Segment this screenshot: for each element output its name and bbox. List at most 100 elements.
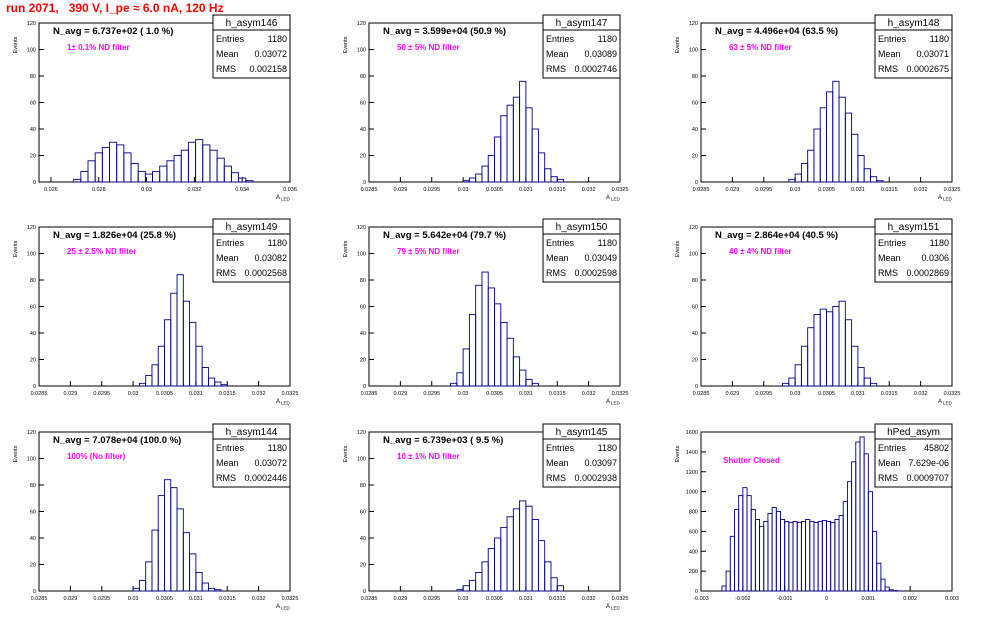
histogram-bin	[767, 513, 773, 592]
histogram-bin	[468, 579, 477, 592]
histogram-bin	[729, 535, 735, 592]
histogram-bin	[876, 562, 882, 592]
stats-value: 0.03082	[254, 253, 287, 263]
histogram-bin	[462, 180, 470, 183]
histogram-bin	[214, 589, 222, 592]
histogram-bin	[145, 561, 153, 592]
navg-label: N_avg = 4.496e+04 (63.5 %)	[715, 26, 838, 37]
stats-value: 7.629e-06	[908, 458, 949, 468]
x-tick-label: 0.03	[128, 596, 139, 602]
x-tick-label: 0.032	[582, 391, 596, 397]
stats-value: 0.03071	[916, 49, 949, 59]
histogram-pad: 0 20 40 60 80 100 120 0.026 0.028 0.03 0.032 0.034 0…	[13, 14, 297, 202]
stats-key: Mean	[546, 49, 569, 59]
histogram-bin	[867, 491, 873, 592]
y-tick-label: 200	[689, 569, 698, 575]
stats-value: 0.0002675	[906, 64, 949, 74]
x-tick-label: -0.002	[735, 596, 751, 602]
histogram-bin	[851, 461, 857, 592]
x-tick-label: 0.029	[393, 187, 407, 193]
histogram-bin	[813, 314, 821, 387]
y-tick-label: 60	[360, 305, 366, 311]
x-tick-label: 0.0325	[612, 596, 629, 602]
histogram-bin	[123, 152, 132, 183]
y-tick-label: 20	[360, 154, 366, 160]
histogram-bin	[738, 495, 744, 592]
histogram-bin	[180, 149, 189, 183]
y-axis-label: Events	[675, 36, 681, 53]
histogram-bin	[195, 139, 204, 183]
histogram-bin	[170, 487, 178, 592]
x-tick-label: 0.0325	[282, 596, 299, 602]
x-axis-label: ALED	[276, 195, 291, 202]
x-tick-label: 0.0325	[612, 187, 629, 193]
x-tick-label: 0.032	[582, 596, 596, 602]
x-tick-label: 0.032	[187, 187, 201, 193]
filter-label: 50 ± 5% ND filter	[397, 43, 460, 52]
stats-key: RMS	[878, 268, 898, 278]
y-tick-label: 120	[357, 430, 366, 436]
y-tick-label: 40	[30, 536, 36, 542]
navg-label: N_avg = 5.642e+04 (79.7 %)	[383, 230, 506, 241]
stats-value: 0.0002568	[244, 268, 287, 278]
histogram-bin	[456, 372, 464, 387]
stats-value: 0.002158	[249, 64, 287, 74]
histogram-bin	[800, 162, 809, 183]
histogram-bin	[207, 587, 216, 592]
histogram-bin	[857, 367, 865, 387]
histogram-name: h_asym144	[226, 427, 278, 438]
x-tick-label: 0.0295	[755, 391, 772, 397]
histogram-bin	[742, 487, 748, 592]
y-tick-label: 0	[695, 384, 698, 390]
x-tick-label: 0.0305	[156, 596, 173, 602]
x-tick-label: 0.029	[393, 596, 407, 602]
stats-key: Entries	[546, 443, 575, 453]
x-tick-label: 0.026	[44, 187, 58, 193]
y-tick-label: 120	[357, 225, 366, 231]
x-axis-label: ALED	[276, 604, 291, 611]
y-tick-label: 0	[695, 589, 698, 595]
y-tick-label: 100	[27, 457, 36, 463]
histogram-bin	[487, 287, 495, 387]
stats-value: 0.0306	[921, 253, 949, 263]
histogram-bin	[809, 520, 815, 592]
x-tick-label: 0.0315	[881, 187, 898, 193]
filter-label: 40 ± 4% ND filter	[729, 247, 792, 256]
histogram-bin	[531, 519, 539, 592]
x-tick-label: 0.032	[582, 187, 596, 193]
histogram-bin	[750, 509, 756, 592]
x-tick-label: 0.0325	[944, 391, 961, 397]
stats-key: Mean	[216, 49, 239, 59]
x-tick-label: 0.003	[945, 596, 959, 602]
histogram-bin	[512, 96, 521, 183]
stats-key: Entries	[546, 238, 575, 248]
histogram-bin	[450, 382, 458, 387]
histogram-bin	[189, 321, 197, 387]
histogram-bin	[832, 80, 840, 183]
histogram-bin	[101, 147, 110, 183]
y-tick-label: 80	[360, 278, 366, 284]
histogram-bin	[487, 548, 495, 592]
histogram-bin	[157, 495, 165, 592]
histogram-bin	[780, 519, 786, 592]
stats-key: Entries	[878, 34, 907, 44]
stats-key: Mean	[878, 253, 901, 263]
histogram-bin	[800, 520, 807, 592]
y-tick-label: 120	[27, 225, 36, 231]
x-tick-label: 0.03	[458, 187, 469, 193]
stats-box	[542, 423, 621, 488]
histogram-bin	[519, 500, 527, 592]
histogram-bin	[152, 170, 161, 183]
histogram-bin	[214, 381, 222, 387]
stats-value: 0.0002938	[574, 473, 617, 483]
histogram-bin	[869, 176, 878, 183]
histogram-bin	[746, 495, 752, 592]
y-tick-label: 20	[30, 563, 36, 569]
y-tick-label: 100	[689, 48, 698, 54]
y-tick-label: 80	[360, 483, 366, 489]
x-tick-label: 0.032	[252, 391, 266, 397]
y-tick-label: 80	[692, 278, 698, 284]
x-axis-label: ALED	[606, 399, 621, 406]
stats-key: Entries	[546, 34, 575, 44]
